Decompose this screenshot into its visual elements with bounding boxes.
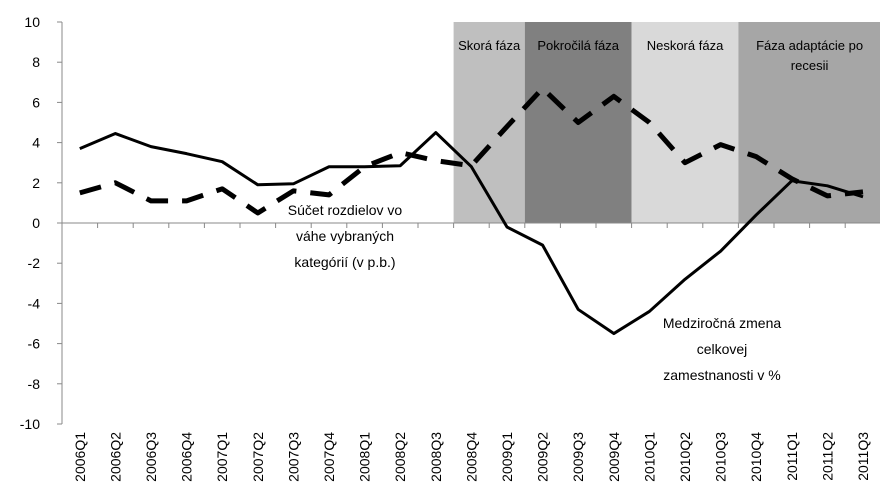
x-tick-label: 2010Q2 [677, 432, 693, 482]
x-tick-label: 2010Q3 [713, 432, 729, 482]
x-tick-label: 2006Q4 [179, 432, 195, 482]
x-tick-label: 2006Q1 [72, 432, 88, 482]
x-tick-label: 2011Q2 [819, 432, 835, 481]
phase-label: recesii [791, 58, 829, 73]
y-tick-label: 6 [32, 94, 40, 110]
x-tick-label: 2009Q4 [606, 432, 622, 482]
series-label: zamestnanosti v % [663, 367, 781, 383]
y-tick-label: 10 [24, 14, 40, 30]
x-tick-label: 2008Q3 [428, 432, 444, 482]
x-tick-label: 2010Q1 [641, 432, 657, 482]
phase-label: Neskorá fáza [647, 38, 724, 53]
x-tick-label: 2008Q4 [463, 432, 479, 482]
y-tick-label: 0 [32, 215, 40, 231]
x-tick-label: 2011Q1 [784, 432, 800, 481]
x-tick-label: 2008Q1 [357, 432, 373, 482]
y-tick-label: -2 [28, 255, 41, 271]
line-series [79, 131, 864, 336]
y-tick-label: 4 [32, 135, 40, 151]
series-label: kategórií (v p.b.) [294, 254, 395, 270]
phase-band [738, 22, 880, 223]
line-series [79, 85, 864, 216]
series-label: Medziročná zmena [663, 315, 781, 331]
x-tick-label: 2009Q2 [535, 432, 551, 482]
x-tick-label: 2006Q2 [107, 432, 123, 482]
y-tick-label: -8 [28, 376, 41, 392]
x-tick-label: 2009Q3 [570, 432, 586, 482]
series-label: celkovej [697, 341, 748, 357]
x-tick-label: 2007Q3 [285, 432, 301, 482]
x-tick-label: 2007Q4 [321, 432, 337, 482]
series-label: Súčet rozdielov vo [288, 202, 403, 218]
y-tick-label: -6 [28, 336, 41, 352]
y-tick-label: -4 [28, 295, 41, 311]
x-tick-label: 2009Q1 [499, 432, 515, 482]
x-tick-label: 2008Q2 [392, 432, 408, 482]
x-tick-label: 2011Q3 [855, 432, 871, 481]
x-tick-label: 2006Q3 [143, 432, 159, 482]
phase-label: Pokročilá fáza [537, 38, 619, 53]
phase-label: Skorá fáza [458, 38, 521, 53]
y-tick-label: 8 [32, 54, 40, 70]
series-label: váhe vybraných [296, 228, 394, 244]
y-tick-label: -10 [20, 416, 40, 432]
y-tick-label: 2 [32, 175, 40, 191]
phase-label: Fáza adaptácie po [756, 38, 863, 53]
x-tick-label: 2007Q1 [214, 432, 230, 482]
x-tick-label: 2007Q2 [250, 432, 266, 482]
x-tick-label: 2010Q4 [748, 432, 764, 482]
